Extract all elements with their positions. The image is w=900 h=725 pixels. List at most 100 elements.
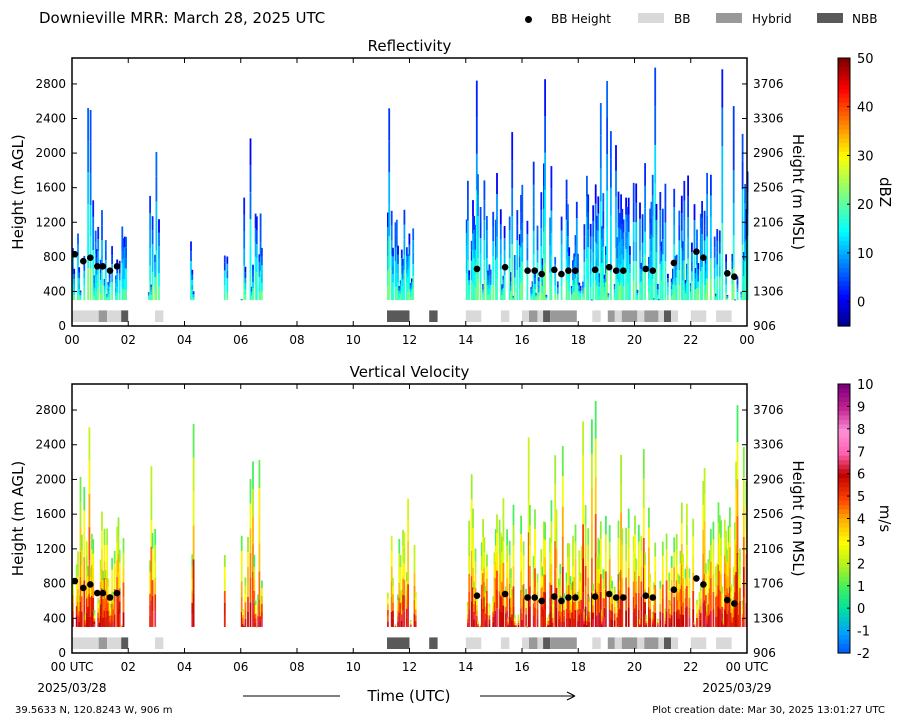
echo-cell (104, 598, 107, 608)
echo-cell (718, 589, 721, 609)
colorbar-cell (838, 585, 850, 591)
echo-cell (703, 210, 706, 226)
echo-cell (578, 575, 581, 589)
colorbar-cell (838, 545, 850, 551)
echo-cell (603, 278, 606, 284)
echo-cell (608, 610, 611, 627)
echo-cell (699, 228, 702, 243)
echo-cell (520, 571, 522, 590)
echo-cell (675, 534, 678, 550)
echo-cell (92, 233, 95, 251)
echo-cell (567, 220, 569, 237)
echo-cell (505, 606, 507, 614)
echo-cell (400, 620, 403, 627)
echo-cell (608, 542, 611, 559)
echo-cell (550, 277, 553, 300)
echo-cell (574, 524, 577, 542)
echo-cell (659, 264, 662, 283)
echo-cell (226, 256, 229, 264)
echo-cell (570, 604, 573, 613)
echo-cell (554, 569, 557, 599)
colorbar-cell (838, 442, 850, 448)
echo-cell (392, 577, 394, 586)
echo-cell (607, 294, 610, 296)
echo-cell (594, 551, 597, 590)
echo-cell (499, 209, 502, 225)
echo-cell (661, 284, 664, 300)
echo-cell (599, 201, 602, 235)
echo-cell (191, 284, 194, 290)
echo-cell (648, 547, 650, 568)
echo-cell (632, 202, 635, 222)
echo-cell (703, 600, 706, 627)
echo-cell (677, 609, 679, 618)
echo-cell (387, 241, 389, 257)
echo-cell (96, 266, 98, 275)
echo-cell (599, 574, 602, 592)
echo-cell (708, 614, 711, 627)
echo-cell (597, 537, 600, 553)
echo-cell (525, 614, 527, 621)
echo-cell (584, 566, 587, 587)
echo-cell (668, 572, 671, 582)
echo-cell (708, 588, 711, 602)
echo-cell (482, 609, 484, 627)
echo-cell (412, 252, 415, 265)
echo-cell (517, 622, 520, 625)
echo-cell (644, 564, 646, 578)
colorbar-cell (838, 138, 850, 144)
echo-cell (400, 608, 403, 615)
echo-cell (550, 166, 553, 189)
echo-cell (686, 269, 688, 276)
echo-cell (605, 282, 607, 292)
echo-cell (122, 248, 125, 259)
echo-cell (261, 265, 263, 274)
echo-cell (734, 299, 736, 301)
colorbar-cell (838, 241, 850, 247)
echo-cell (744, 261, 746, 281)
echo-cell (703, 521, 706, 548)
echo-cell (486, 590, 488, 603)
echo-cell (613, 294, 616, 298)
echo-cell (526, 234, 529, 248)
echo-cell (664, 614, 667, 618)
echo-cell (536, 225, 539, 238)
bb-type-segment-bb (637, 310, 645, 322)
echo-cell (607, 293, 610, 295)
echo-cell (541, 576, 544, 587)
echo-cell (705, 263, 707, 272)
echo-cell (499, 564, 502, 580)
echo-cell (483, 180, 486, 201)
echo-cell (541, 606, 544, 617)
echo-cell (673, 597, 676, 612)
echo-cell (89, 607, 92, 617)
echo-cell (483, 260, 486, 281)
bb-height-point (612, 267, 620, 275)
echo-cell (192, 297, 195, 299)
echo-cell (574, 592, 577, 610)
echo-cell (594, 184, 597, 204)
echo-cell (529, 545, 531, 566)
echo-cell (573, 602, 576, 611)
echo-cell (589, 287, 592, 301)
echo-cell (670, 292, 673, 297)
echo-cell (698, 621, 701, 627)
echo-cell (534, 548, 536, 569)
echo-cell (477, 174, 479, 196)
legend-nbb-swatch (817, 13, 843, 23)
legend-hybrid-swatch (716, 13, 742, 23)
echo-cell (684, 597, 687, 608)
echo-cell (621, 594, 624, 611)
echo-cell (77, 576, 79, 590)
echo-cell (558, 586, 560, 595)
echo-cell (477, 624, 479, 626)
echo-cell (243, 197, 246, 215)
echo-cell (592, 598, 595, 606)
echo-cell (659, 246, 662, 265)
echo-cell (520, 212, 522, 230)
echo-cell (618, 617, 621, 627)
echo-cell (686, 263, 688, 270)
echo-cell (113, 576, 116, 589)
echo-cell (742, 507, 745, 537)
echo-cell (150, 546, 153, 574)
